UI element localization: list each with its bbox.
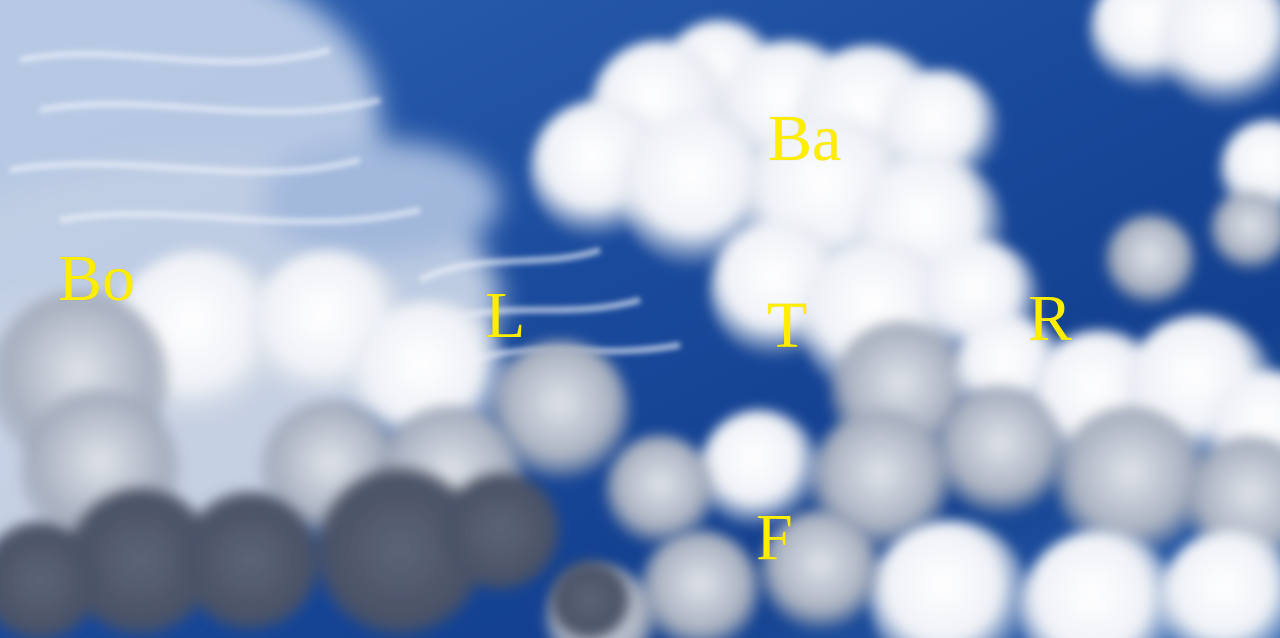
dark-clouds-bottom-left (0, 390, 630, 638)
label-t: T (767, 289, 808, 362)
label-r: R (1028, 282, 1073, 355)
label-ba: Ba (768, 102, 842, 175)
cumulus-top-right (1090, 0, 1280, 305)
cirrus-wisps (9, 47, 681, 363)
label-l: L (485, 279, 526, 352)
cloud-band-bottom (545, 510, 1280, 638)
label-bo: Bo (58, 242, 136, 315)
cloud-band-lower-right (605, 315, 1280, 565)
label-f: F (756, 501, 793, 574)
